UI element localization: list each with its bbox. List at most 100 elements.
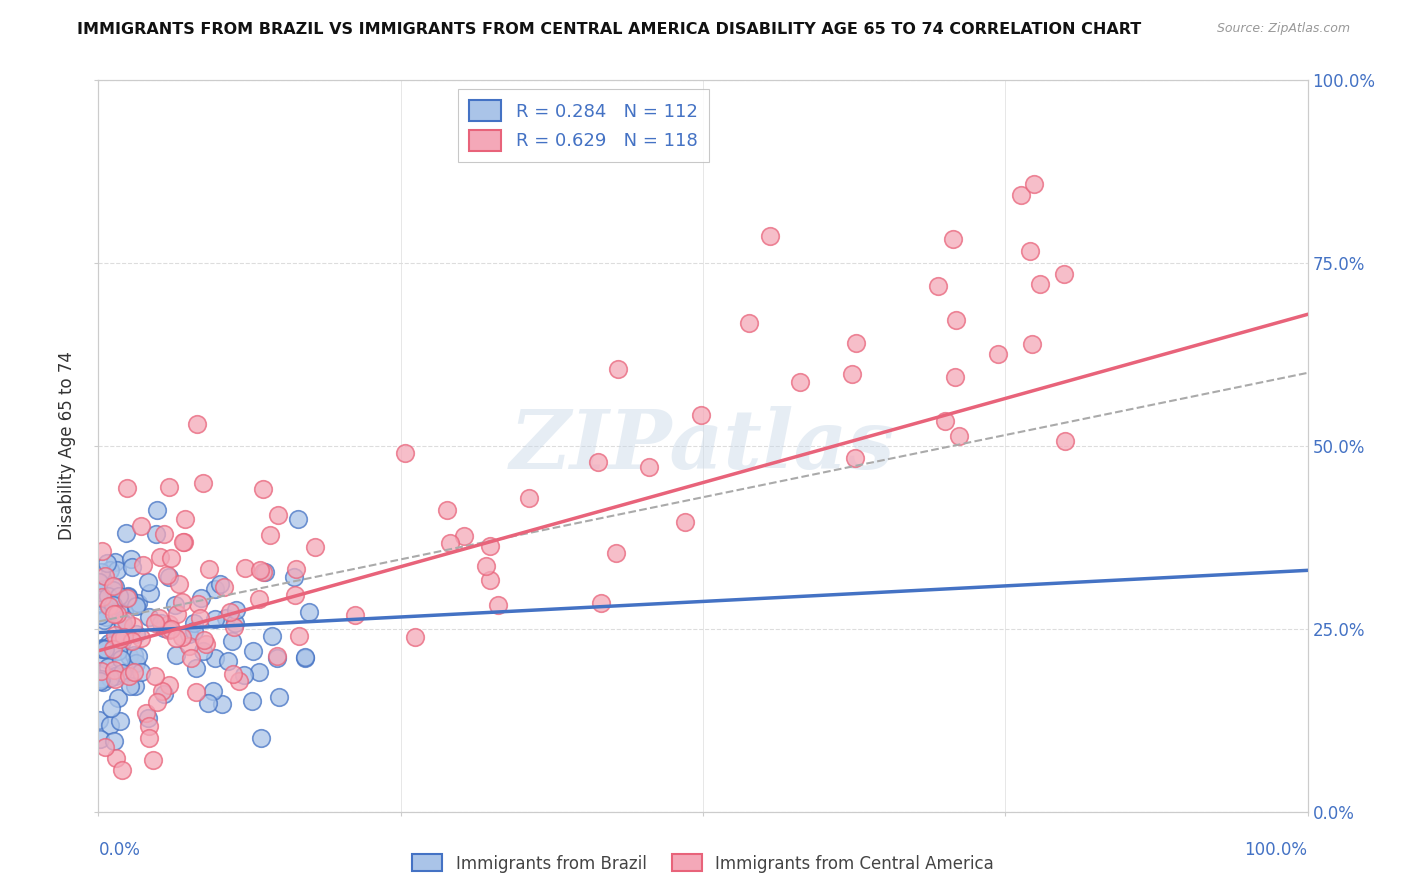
Point: [117, 648, 139, 663]
Point: [90, 673, 112, 687]
Point: [197, 696, 219, 710]
Point: [758, 228, 780, 243]
Point: [157, 623, 180, 637]
Point: [228, 673, 250, 688]
Point: [517, 491, 540, 505]
Point: [101, 598, 124, 612]
Point: [204, 650, 226, 665]
Point: [136, 711, 159, 725]
Point: [89, 592, 111, 607]
Point: [211, 697, 233, 711]
Point: [103, 663, 125, 677]
Point: [125, 627, 148, 641]
Point: [107, 644, 129, 658]
Point: [129, 631, 152, 645]
Point: [172, 631, 194, 645]
Point: [107, 690, 129, 705]
Point: [475, 558, 498, 573]
Point: [215, 610, 238, 624]
Point: [94, 568, 117, 582]
Point: [298, 606, 321, 620]
Point: [104, 628, 127, 642]
Point: [98, 600, 121, 615]
Point: [152, 527, 174, 541]
Point: [103, 734, 125, 748]
Point: [124, 598, 146, 612]
Point: [104, 751, 127, 765]
Point: [927, 279, 949, 293]
Point: [145, 527, 167, 541]
Point: [1018, 244, 1040, 259]
Point: [193, 476, 215, 491]
Point: [586, 455, 609, 469]
Point: [204, 612, 226, 626]
Point: [789, 376, 811, 390]
Point: [233, 561, 256, 575]
Point: [159, 622, 181, 636]
Point: [193, 633, 215, 648]
Point: [93, 583, 115, 598]
Point: [96, 610, 118, 624]
Point: [101, 583, 124, 598]
Point: [478, 539, 501, 553]
Point: [117, 589, 139, 603]
Point: [111, 666, 134, 681]
Point: [127, 648, 149, 663]
Point: [165, 598, 187, 612]
Point: [186, 417, 208, 431]
Point: [247, 665, 270, 680]
Point: [108, 632, 131, 646]
Point: [98, 562, 121, 576]
Point: [143, 669, 166, 683]
Point: [111, 763, 134, 777]
Point: [166, 607, 188, 621]
Point: [114, 526, 136, 541]
Point: [221, 666, 243, 681]
Point: [225, 603, 247, 617]
Point: [104, 555, 127, 569]
Point: [138, 731, 160, 746]
Point: [129, 665, 152, 679]
Point: [89, 608, 111, 623]
Point: [89, 673, 111, 688]
Point: [240, 694, 263, 708]
Point: [160, 550, 183, 565]
Point: [105, 563, 128, 577]
Point: [167, 577, 190, 591]
Point: [174, 512, 197, 526]
Point: [242, 643, 264, 657]
Point: [90, 664, 112, 678]
Point: [267, 508, 290, 522]
Point: [942, 231, 965, 245]
Y-axis label: Disability Age 65 to 74: Disability Age 65 to 74: [58, 351, 76, 541]
Point: [439, 536, 461, 550]
Point: [121, 559, 143, 574]
Point: [98, 599, 121, 613]
Point: [945, 313, 967, 327]
Point: [197, 562, 219, 576]
Point: [153, 687, 176, 701]
Point: [1024, 177, 1046, 191]
Point: [179, 639, 201, 653]
Point: [156, 568, 179, 582]
Point: [208, 577, 231, 591]
Point: [98, 718, 121, 732]
Point: [183, 615, 205, 630]
Point: [479, 573, 502, 587]
Point: [252, 566, 274, 580]
Point: [172, 534, 194, 549]
Point: [394, 446, 416, 460]
Point: [453, 529, 475, 543]
Point: [122, 648, 145, 662]
Point: [247, 592, 270, 607]
Point: [87, 713, 110, 727]
Point: [221, 633, 243, 648]
Point: [180, 651, 202, 665]
Point: [184, 661, 207, 675]
Text: Source: ZipAtlas.com: Source: ZipAtlas.com: [1216, 22, 1350, 36]
Legend: R = 0.284   N = 112, R = 0.629   N = 118: R = 0.284 N = 112, R = 0.629 N = 118: [458, 89, 709, 161]
Point: [107, 602, 129, 616]
Point: [148, 611, 170, 625]
Point: [98, 671, 121, 685]
Point: [150, 683, 173, 698]
